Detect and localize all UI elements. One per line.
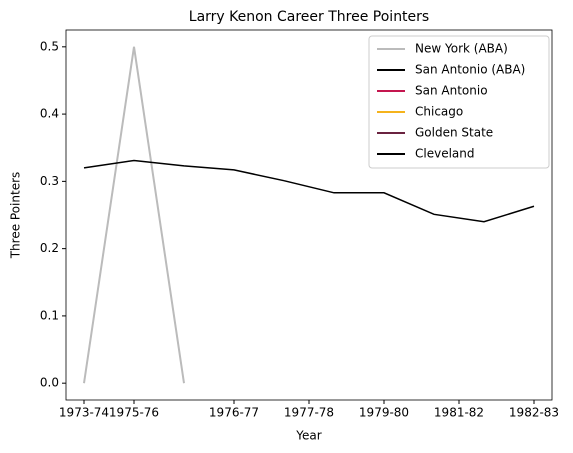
- legend-label: Chicago: [415, 105, 463, 119]
- x-tick-label: 1975-76: [109, 406, 159, 420]
- y-tick-label: 0.5: [40, 39, 59, 53]
- legend-label: San Antonio (ABA): [415, 63, 525, 77]
- y-tick-label: 0.0: [40, 376, 59, 390]
- legend-box: [368, 35, 550, 169]
- chart-title: Larry Kenon Career Three Pointers: [189, 9, 429, 25]
- y-tick-label: 0.3: [40, 174, 59, 188]
- legend-label: Cleveland: [415, 147, 475, 161]
- y-tick-label: 0.1: [40, 308, 59, 322]
- series-line: [83, 46, 185, 384]
- x-tick-label: 1973-74: [59, 406, 109, 420]
- x-tick-label: 1979-80: [359, 406, 409, 420]
- plot-frame: [65, 29, 553, 401]
- y-tick-label: 0.4: [40, 107, 59, 121]
- legend-label: Golden State: [415, 126, 493, 140]
- x-tick-label: 1981-82: [434, 406, 484, 420]
- x-tick-label: 1982-83: [509, 406, 559, 420]
- y-tick-label: 0.2: [40, 241, 59, 255]
- x-tick-label: 1976-77: [209, 406, 259, 420]
- x-tick-label: 1977-78: [284, 406, 334, 420]
- y-axis-label: Three Pointers: [9, 172, 23, 260]
- x-axis-label: Year: [295, 429, 321, 443]
- legend-label: San Antonio: [415, 84, 488, 98]
- series-line: [83, 159, 285, 182]
- series-line: [283, 179, 535, 223]
- legend-label: New York (ABA): [415, 42, 508, 56]
